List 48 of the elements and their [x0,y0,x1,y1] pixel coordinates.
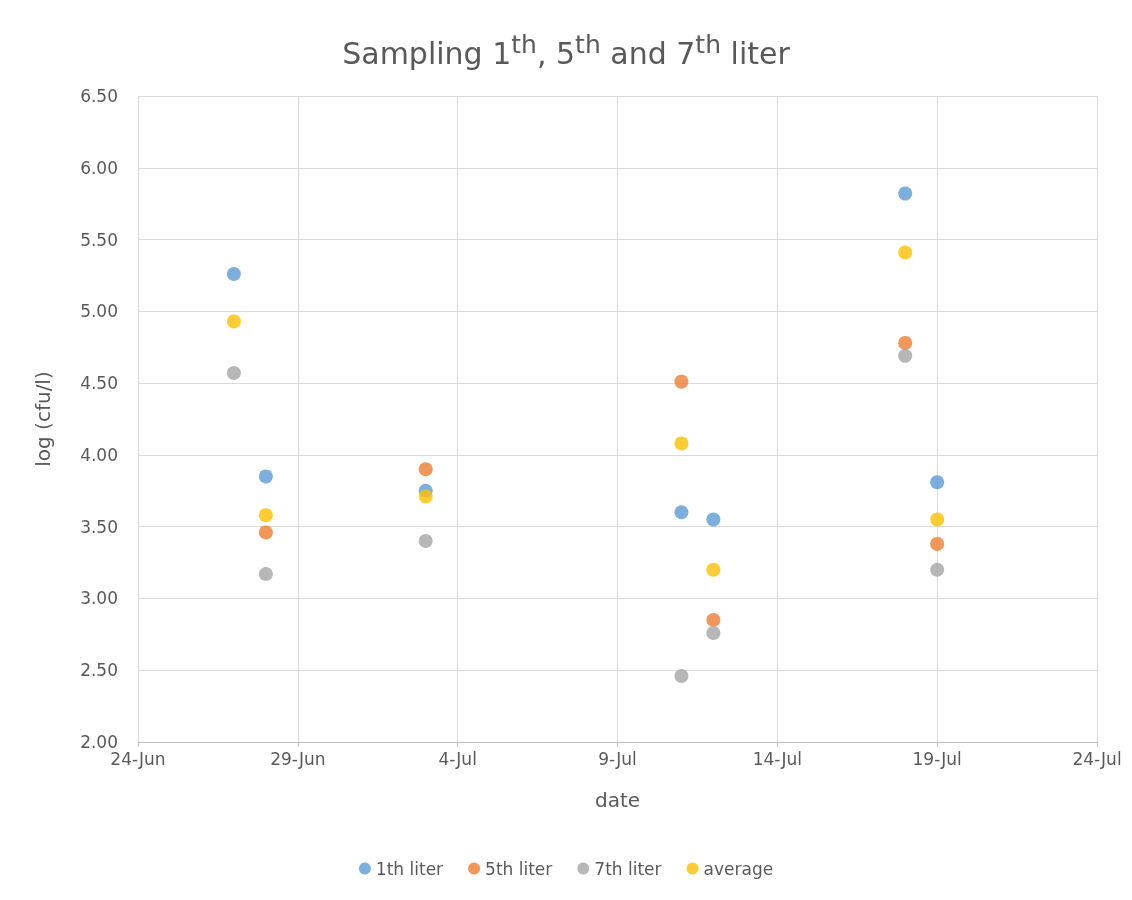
y-tick-label: 6.00 [80,157,118,178]
y-tick-label: 3.00 [80,588,118,609]
y-tick-label: 4.50 [80,373,118,394]
point [930,512,945,527]
y-tick-label: 3.50 [80,516,118,537]
point [674,374,689,389]
y-tick-label: 2.50 [80,660,118,681]
point [258,567,273,582]
x-tick-label: 19-Jul [912,748,962,769]
point [930,475,945,490]
point [258,508,273,523]
legend-label: 7th liter [594,858,662,879]
x-tick-label: 29-Jun [270,748,326,769]
point [898,348,913,363]
point [706,512,721,527]
point [674,505,689,520]
point [258,525,273,540]
point [226,267,241,281]
point [930,562,945,577]
y-tick-label: 4.00 [80,444,118,465]
y-axis-title: log (cfu/l) [31,371,55,467]
x-axis-title: date [594,788,641,812]
y-tick-label: 5.50 [80,229,118,250]
point [258,469,273,484]
point [418,534,433,549]
point [226,366,241,381]
point [898,186,913,201]
x-tick-label: 9-Jul [598,748,637,769]
point [706,612,721,627]
point [674,668,689,683]
point [418,462,433,477]
point [898,335,913,350]
legend-label: 1th liter [375,858,444,879]
x-tick-label: 14-Jul [752,748,802,769]
legend-label: average [703,858,774,879]
legend-label: 5th liter [485,858,553,879]
y-tick-label: 5.00 [80,301,118,322]
point [930,536,945,551]
x-tick-label: 24-Jul [1072,748,1122,769]
point [898,245,913,260]
point [418,489,433,504]
y-tick-label: 6.50 [80,86,118,106]
x-tick-label: 4-Jul [438,748,477,769]
point [706,562,721,577]
chart-title: Sampling 1$^{th}$, 5$^{th}$ and 7$^{th}$ liter [341,30,791,71]
point [706,625,721,640]
point [226,314,241,329]
point [674,436,689,451]
